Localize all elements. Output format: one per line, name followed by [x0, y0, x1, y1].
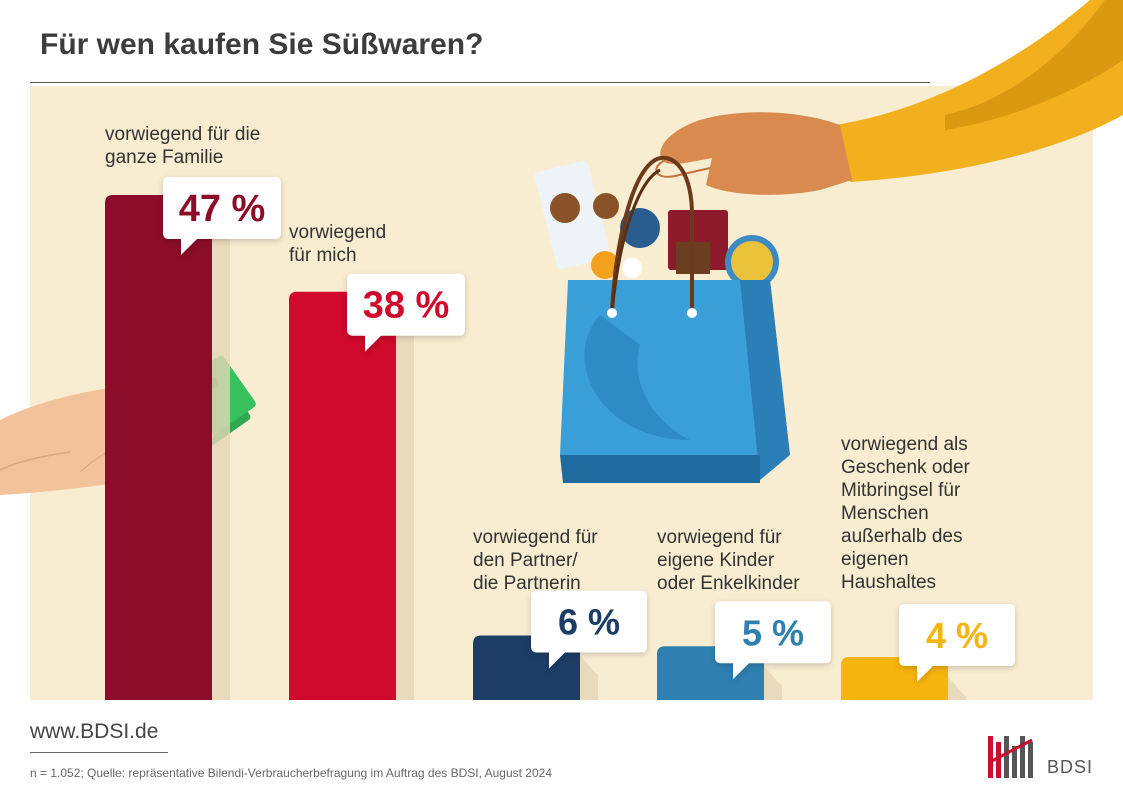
category-label: Mitbringsel für: [841, 480, 961, 501]
data-label: 6 %: [558, 602, 620, 643]
category-label: vorwiegend für: [657, 527, 782, 548]
category-label: vorwiegend: [289, 222, 386, 243]
bar-shadow: [212, 215, 230, 700]
value-bubble: [899, 604, 1015, 683]
bar-1: [105, 195, 212, 700]
category-label: eigenen: [841, 549, 909, 570]
data-label: 38 %: [363, 285, 450, 327]
bdsi-logo-icon: [988, 736, 1033, 778]
bar-shadow: [396, 311, 414, 700]
category-label: die Partnerin: [473, 573, 581, 594]
category-label: für mich: [289, 245, 357, 266]
value-bubble: [715, 601, 831, 680]
category-label: Geschenk oder: [841, 457, 971, 478]
footer-divider: [30, 752, 168, 753]
category-label: vorwiegend als: [841, 434, 968, 455]
bar-shadow: [764, 666, 782, 700]
data-label: 5 %: [742, 612, 804, 653]
category-label: ganze Familie: [105, 147, 223, 168]
bar-shadow: [948, 677, 966, 700]
category-label: eigene Kinder: [657, 550, 775, 571]
category-label: oder Enkelkinder: [657, 573, 800, 594]
value-bubble: [163, 177, 281, 255]
category-label: den Partner/: [473, 550, 578, 571]
value-bubble: [347, 273, 465, 352]
bar-shadow: [580, 655, 598, 700]
category-label: Menschen: [841, 503, 929, 524]
hand-holding-bag-illustration: [655, 0, 1123, 195]
value-bubble: [531, 590, 647, 669]
footer-source-note: n = 1.052; Quelle: repräsentative Bilend…: [30, 766, 552, 780]
category-label: vorwiegend für die: [105, 124, 260, 145]
data-label: 47 %: [179, 188, 266, 230]
footer-website[interactable]: www.BDSI.de: [30, 720, 159, 743]
data-label: 4 %: [926, 615, 988, 656]
title-divider: [30, 82, 930, 83]
category-label: vorwiegend für: [473, 527, 598, 548]
chart-title: Für wen kaufen Sie Süßwaren?: [40, 28, 484, 61]
bar-2: [289, 291, 396, 700]
category-label: außerhalb des: [841, 526, 962, 547]
category-label: Haushaltes: [841, 572, 936, 593]
shopping-bag-illustration: [534, 155, 790, 483]
logo-wordmark: BDSI: [1047, 757, 1094, 777]
